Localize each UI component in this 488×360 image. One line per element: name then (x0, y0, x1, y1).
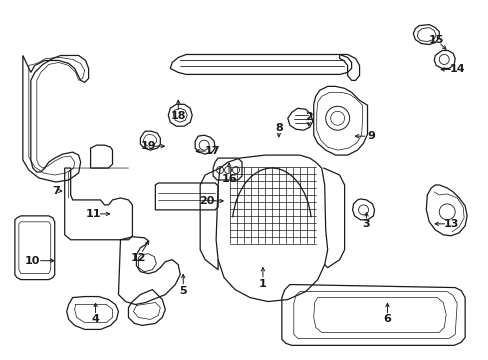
Text: 19: 19 (140, 141, 156, 151)
Text: 6: 6 (383, 314, 390, 324)
Text: 13: 13 (443, 219, 458, 229)
Text: 10: 10 (25, 256, 41, 266)
Text: 15: 15 (427, 35, 443, 45)
Text: 20: 20 (199, 196, 214, 206)
Text: 1: 1 (259, 279, 266, 289)
Text: 12: 12 (130, 253, 146, 263)
Text: 8: 8 (274, 123, 282, 133)
Text: 7: 7 (52, 186, 60, 196)
Text: 3: 3 (362, 219, 369, 229)
Text: 2: 2 (304, 112, 312, 122)
Text: 14: 14 (448, 64, 464, 75)
Text: 18: 18 (170, 111, 185, 121)
Text: 11: 11 (86, 209, 101, 219)
Text: 17: 17 (204, 146, 220, 156)
Text: 4: 4 (91, 314, 100, 324)
Text: 16: 16 (221, 174, 236, 184)
Text: 5: 5 (179, 285, 187, 296)
Text: 9: 9 (367, 131, 375, 141)
